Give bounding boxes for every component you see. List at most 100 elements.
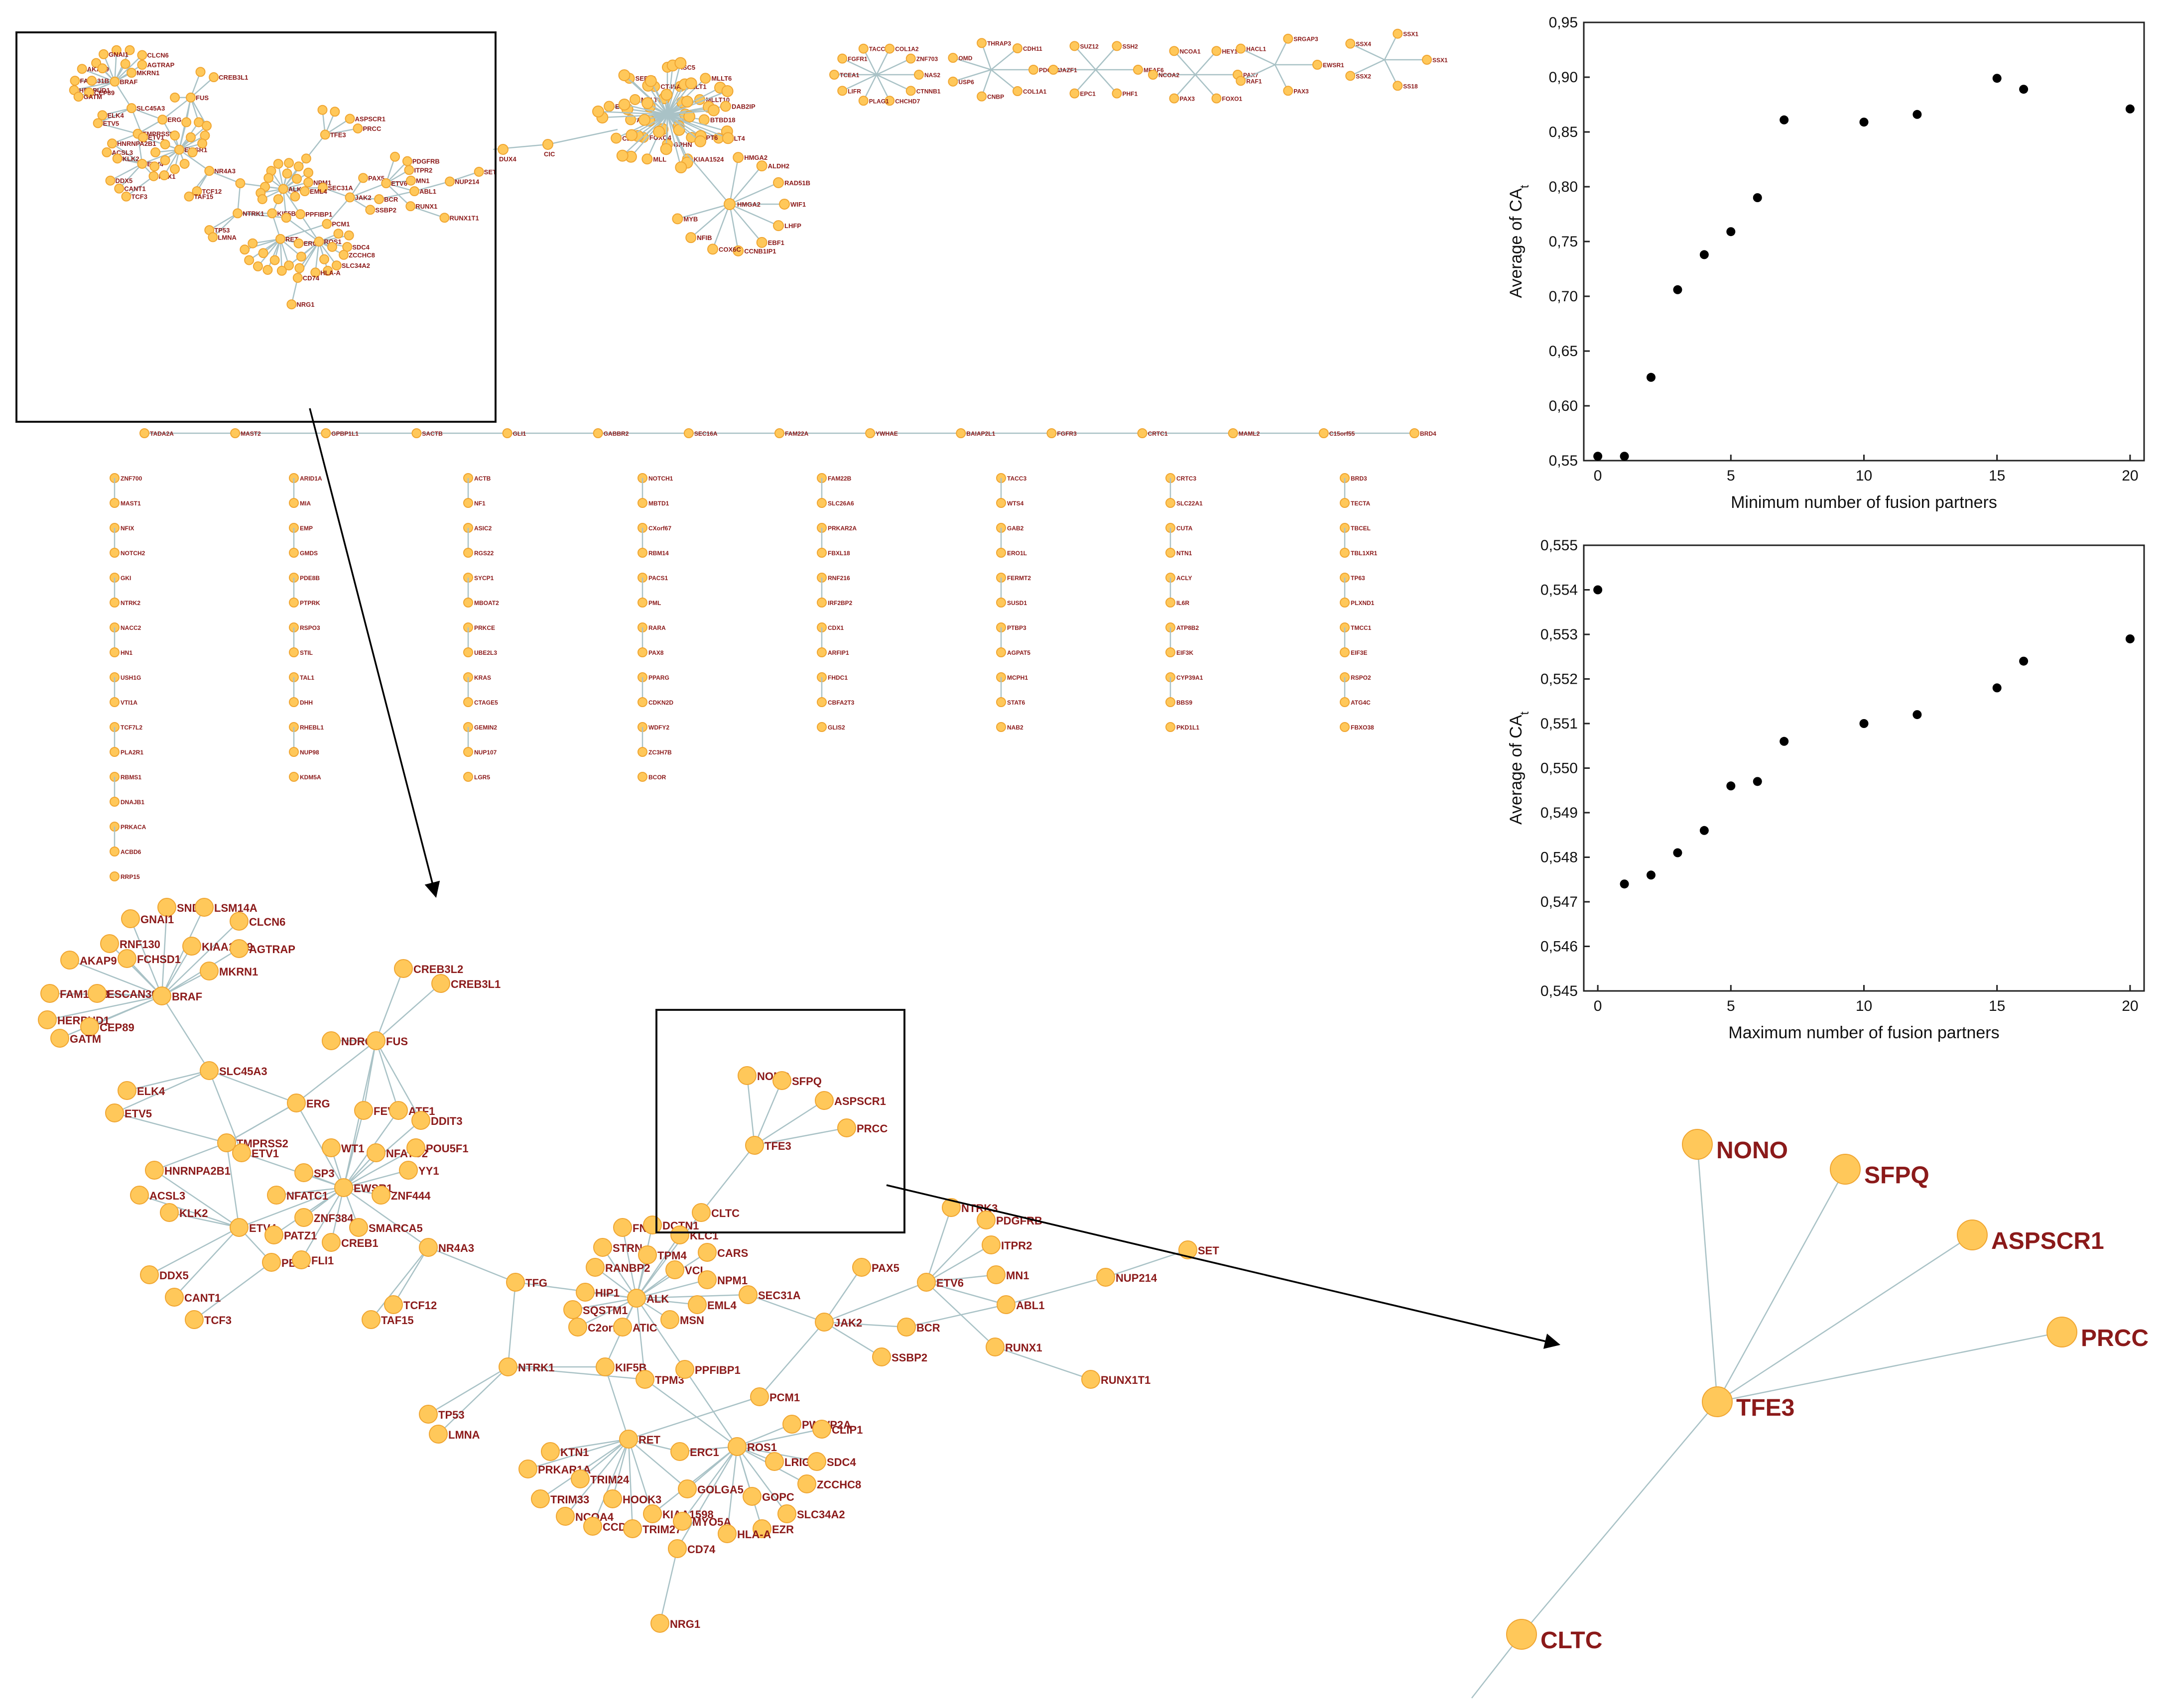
overview-node-prkar2a[interactable]: PRKAR2A	[817, 523, 857, 533]
overview-node-abl1[interactable]: ABL1	[409, 186, 436, 196]
overview-node-pcm1[interactable]: PCM1	[322, 219, 350, 229]
overview-node-epc1[interactable]: EPC1	[1069, 88, 1096, 99]
overview-node-patz1[interactable]	[149, 161, 160, 172]
gene-node-erg[interactable]: ERG	[287, 1094, 330, 1112]
gene-node-jak2[interactable]: JAK2	[815, 1313, 862, 1332]
overview-node-slc26a6[interactable]: SLC26A6	[817, 498, 854, 508]
overview-node-slc45a3[interactable]: SLC45A3	[127, 103, 165, 114]
overview-node-dab2ip[interactable]: DAB2IP	[720, 101, 756, 112]
overview-node-klc1[interactable]	[293, 161, 304, 172]
gene-node-eml4[interactable]: EML4	[688, 1295, 737, 1314]
overview-node-pkd1l1[interactable]: PKD1L1	[1165, 722, 1199, 732]
gene-node-gatm[interactable]: GATM	[50, 1029, 101, 1048]
gene-node-atf1[interactable]: ATF1	[389, 1101, 435, 1120]
overview-node-ndrg1[interactable]	[170, 92, 180, 103]
overview-node-aspscr1[interactable]: ASPSCR1	[345, 114, 385, 124]
gene-node-braf[interactable]: BRAF	[152, 986, 202, 1005]
overview-node-tbl1xr1[interactable]: TBL1XR1	[1340, 548, 1378, 558]
overview-node-erg[interactable]: ERG	[157, 115, 181, 125]
overview-node-atg4c[interactable]: ATG4C	[1340, 697, 1371, 707]
gene-node-nup214[interactable]: NUP214	[1096, 1268, 1157, 1287]
overview-node-nfix[interactable]: NFIX	[110, 523, 134, 533]
overview-node-mkrn1[interactable]: MKRN1	[127, 68, 159, 78]
overview-node-foxo1[interactable]: FOXO1	[1211, 93, 1243, 104]
gene-node-aspscr1[interactable]: ASPSCR1	[815, 1091, 886, 1110]
zoom-node-tfe3[interactable]: TFE3	[1702, 1386, 1794, 1421]
gene-node-set[interactable]: SET	[1178, 1240, 1219, 1259]
gene-node-creb3l1[interactable]: CREB3L1	[431, 974, 501, 993]
overview-node-mboat2[interactable]: MBOAT2	[463, 598, 499, 608]
overview-node-rnf130[interactable]	[91, 58, 102, 68]
overview-node-plxnd1[interactable]: PLXND1	[1340, 598, 1375, 608]
overview-node-ppfibp1[interactable]: PPFIBP1	[295, 209, 332, 220]
overview-node-gatm[interactable]: GATM	[73, 92, 102, 102]
overview-node-tal1[interactable]: TAL1	[289, 672, 314, 682]
gene-node-fchsd1[interactable]: FCHSD1	[118, 949, 181, 968]
overview-node-eif3e[interactable]: EIF3E	[1340, 647, 1367, 657]
overview-node-cyp39a1[interactable]: CYP39A1	[1165, 672, 1203, 682]
overview-node-ntrk3[interactable]	[390, 151, 400, 162]
overview-node-znf703[interactable]: ZNF703	[905, 53, 938, 64]
overview-node-myb[interactable]: MYB	[672, 213, 698, 225]
overview-node-lgr5[interactable]: LGR5	[463, 772, 490, 782]
overview-node-mn1[interactable]: MN1	[406, 175, 429, 186]
gene-node-ppfibp1[interactable]: PPFIBP1	[675, 1360, 741, 1379]
gene-node-sec31a[interactable]: SEC31A	[739, 1285, 801, 1304]
overview-node-cbfa2t3[interactable]: CBFA2T3	[817, 697, 855, 707]
gene-node-gopc[interactable]: GOPC	[743, 1487, 794, 1506]
overview-node-mast2[interactable]: MAST2	[230, 428, 261, 438]
overview-node-sec16a[interactable]: SEC16A	[683, 428, 718, 438]
overview-node-cdh11[interactable]: CDH11	[1012, 43, 1042, 53]
overview-node-tcf12[interactable]: TCF12	[192, 186, 222, 196]
gene-node-mn1[interactable]: MN1	[987, 1265, 1029, 1284]
overview-node-ezr[interactable]	[323, 265, 333, 276]
gene-node-cltc[interactable]: CLTC	[692, 1203, 740, 1222]
gene-node-trim33[interactable]: TRIM33	[531, 1489, 589, 1508]
overview-node-atic[interactable]	[273, 194, 283, 204]
gene-node-elk4[interactable]: ELK4	[118, 1081, 165, 1100]
gene-node-ddit3[interactable]: DDIT3	[411, 1111, 463, 1130]
gene-node-tcf3[interactable]: TCF3	[185, 1310, 232, 1329]
gene-node-golga5[interactable]: GOLGA5	[678, 1479, 744, 1498]
overview-node-zc3h7b[interactable]: ZC3H7B	[637, 747, 672, 757]
overview-node-ncoa1[interactable]: NCOA1	[1169, 46, 1201, 56]
overview-node-ssh2[interactable]: SSH2	[1112, 41, 1139, 51]
overview-node-hey1[interactable]: HEY1	[1211, 46, 1238, 56]
overview-node-runx1t1[interactable]: RUNX1T1	[439, 213, 479, 223]
gene-node-tpm3[interactable]: TPM3	[636, 1370, 684, 1389]
overview-node-gemin2[interactable]: GEMIN2	[463, 722, 497, 732]
gene-node-msn[interactable]: MSN	[660, 1310, 704, 1329]
overview-node-gabbr2[interactable]: GABBR2	[593, 428, 629, 438]
overview-node-hmga2[interactable]: HMGA2	[724, 198, 761, 210]
overview-node-notch2[interactable]: NOTCH2	[110, 548, 145, 558]
overview-node-hnrnpa2b1[interactable]: HNRNPA2B1	[107, 138, 156, 149]
overview-node-slc22a1[interactable]: SLC22A1	[1165, 498, 1203, 508]
overview-node-ct45a2[interactable]: CT45A2	[649, 81, 685, 92]
overview-node-sactb[interactable]: SACTB	[411, 428, 443, 438]
overview-node-pdgfrb[interactable]: PDGFRB	[402, 156, 440, 166]
overview-node-mllt6[interactable]: MLLT6	[700, 73, 732, 84]
overview-node-col1a2[interactable]: COL1A2	[885, 43, 919, 54]
overview-node-etv6[interactable]: ETV6	[381, 178, 407, 189]
gene-node-wt1[interactable]: WT1	[322, 1138, 364, 1157]
overview-node-yy1[interactable]	[197, 138, 208, 149]
overview-node-notch1[interactable]: NOTCH1	[637, 473, 673, 483]
gene-node-ros1[interactable]: ROS1	[728, 1437, 777, 1456]
overview-node-actb[interactable]: ACTB	[463, 473, 491, 483]
overview-node-fam22a[interactable]: FAM22A	[774, 428, 809, 438]
zoom-node-prcc[interactable]: PRCC	[2046, 1317, 2149, 1351]
overview-node-gli1[interactable]: GLI1	[502, 428, 526, 438]
overview-node-mast1[interactable]: MAST1	[110, 498, 141, 508]
overview-node-ddx5[interactable]: DDX5	[105, 175, 133, 186]
overview-node-tp63[interactable]: TP63	[1340, 573, 1365, 583]
overview-node-wts4[interactable]: WTS4	[996, 498, 1024, 508]
overview-node-btbd18[interactable]: BTBD18	[698, 114, 736, 125]
overview-node-vti1a[interactable]: VTI1A	[110, 697, 137, 707]
gene-node-pou5f1[interactable]: POU5F1	[406, 1138, 469, 1157]
overview-node-rbm14[interactable]: RBM14	[637, 548, 669, 558]
overview-node-pax3b[interactable]: PAX3	[1283, 86, 1309, 96]
overview-node-maml2[interactable]: MAML2	[1228, 428, 1260, 438]
gene-node-tp53[interactable]: TP53	[419, 1405, 465, 1424]
overview-node-kiaa1549[interactable]	[120, 59, 130, 69]
gene-node-sfpq[interactable]: SFPQ	[772, 1071, 822, 1090]
